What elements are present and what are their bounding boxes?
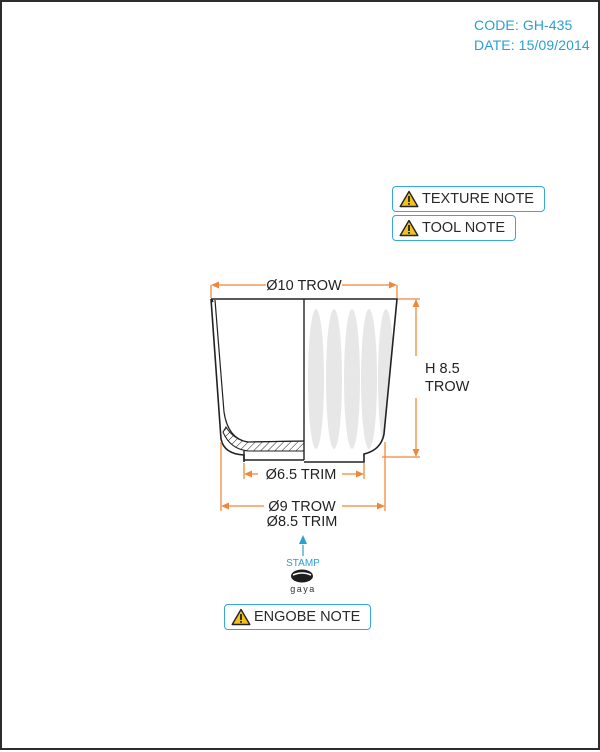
engobe-note-label: ENGOBE NOTE (254, 609, 361, 625)
cup-exterior-view (304, 298, 398, 463)
foot-trim-label: Ø6.5 TRIM (266, 467, 337, 483)
texture-note[interactable]: TEXTURE NOTE (392, 186, 545, 212)
height-label-line2: TROW (425, 379, 470, 395)
engobe-note[interactable]: ENGOBE NOTE (224, 604, 372, 630)
stamp-mark-icon (291, 569, 313, 583)
dimension-height: H 8.5 TROW (382, 298, 470, 458)
warning-triangle-icon (399, 190, 419, 208)
dimension-base: Ø9 TROW Ø8.5 TRIM (220, 442, 386, 530)
stamp-label: STAMP (286, 558, 320, 569)
base-trow-label: Ø9 TROW (268, 499, 336, 515)
tool-note[interactable]: TOOL NOTE (392, 215, 516, 241)
drawing-date: DATE: 15/09/2014 (474, 37, 590, 53)
top-diameter-label: Ø10 TROW (266, 278, 342, 294)
dimension-top-diameter: Ø10 TROW (210, 278, 398, 298)
height-label-line1: H 8.5 (425, 361, 460, 377)
product-code: CODE: GH-435 (474, 17, 573, 33)
tool-note-label: TOOL NOTE (422, 220, 505, 236)
cup-section-view (210, 298, 305, 462)
warning-triangle-icon (399, 219, 419, 237)
stamp-callout: STAMP gaya (286, 535, 320, 594)
dimension-foot-trim: Ø6.5 TRIM (243, 463, 365, 483)
texture-note-label: TEXTURE NOTE (422, 191, 534, 207)
base-trim-label: Ø8.5 TRIM (267, 514, 338, 530)
stamp-brand: gaya (290, 584, 316, 594)
warning-triangle-icon (231, 608, 251, 626)
